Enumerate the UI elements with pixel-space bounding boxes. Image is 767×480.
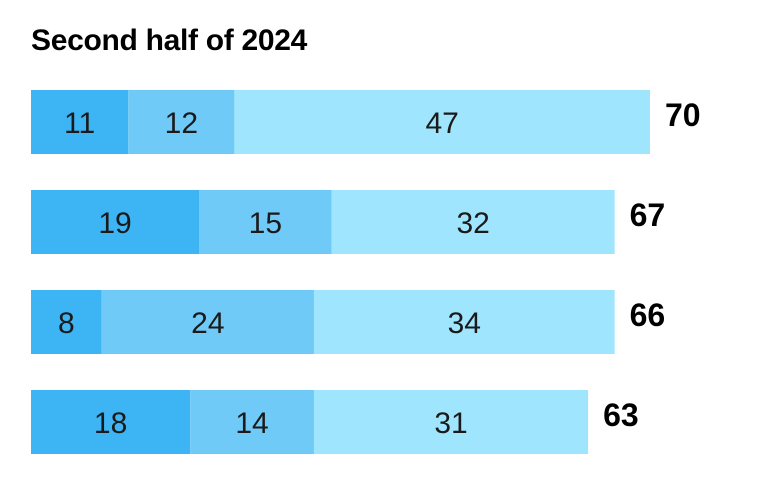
bar-segment-r3-s1 [31, 290, 102, 354]
bar-row-2: 19 15 32 67 [31, 190, 665, 254]
total-label-r1: 70 [665, 97, 701, 133]
segment-label-r3-s2: 24 [191, 307, 224, 340]
bar-segment-r1-s1 [31, 90, 129, 154]
segment-label-r4-s3: 31 [434, 407, 467, 440]
bar-segment-r3-s2 [101, 290, 314, 354]
segment-label-r2-s2: 15 [249, 207, 282, 240]
bar-segment-r4-s2 [190, 390, 314, 454]
bar-segment-r4-s3 [313, 390, 589, 454]
bar-row-1: 11 12 47 70 [31, 90, 701, 154]
bar-row-4: 18 14 31 63 [31, 390, 639, 454]
segment-label-r2-s3: 32 [456, 207, 489, 240]
segment-label-r4-s2: 14 [235, 407, 268, 440]
total-label-r2: 67 [630, 197, 666, 233]
total-label-r3: 66 [630, 297, 666, 333]
bar-segment-r3-s3 [313, 290, 615, 354]
bar-segment-r1-s2 [128, 90, 235, 154]
segment-label-r4-s1: 18 [94, 407, 127, 440]
segment-label-r1-s3: 47 [426, 107, 459, 140]
bar-segment-r4-s1 [31, 390, 191, 454]
segment-label-r2-s1: 19 [98, 207, 131, 240]
chart-title: Second half of 2024 [31, 24, 308, 57]
segment-label-r1-s2: 12 [165, 107, 198, 140]
total-label-r4: 63 [603, 397, 639, 433]
bar-row-3: 8 24 34 66 [31, 290, 665, 354]
segment-label-r3-s1: 8 [58, 307, 75, 340]
bar-segment-r2-s1 [31, 190, 200, 254]
segment-label-r1-s1: 11 [64, 107, 95, 140]
bar-segment-r1-s3 [234, 90, 650, 154]
bar-segment-r2-s3 [331, 190, 615, 254]
segment-label-r3-s3: 34 [448, 307, 481, 340]
bar-segment-r2-s2 [199, 190, 332, 254]
